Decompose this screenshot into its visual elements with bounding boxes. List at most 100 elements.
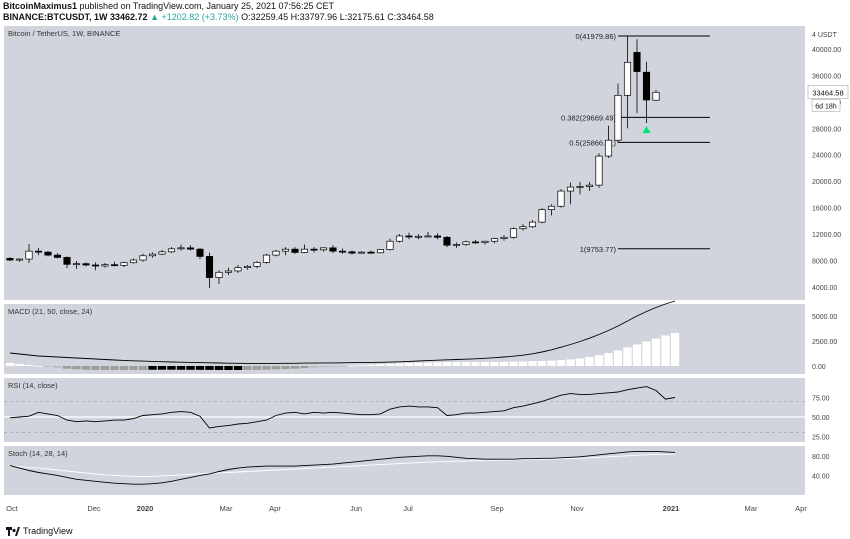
candle-body [15, 258, 24, 261]
candle [462, 240, 470, 246]
macd-histogram-bar [651, 338, 661, 366]
candle-body [566, 186, 575, 192]
last-price-label: 33464.58 [812, 88, 843, 97]
candle-body [272, 250, 280, 256]
macd-histogram-bar [15, 363, 24, 366]
candle [158, 249, 166, 256]
macd-histogram-bar [34, 365, 43, 367]
candle-body [614, 94, 622, 141]
candle [15, 258, 24, 262]
chart-area[interactable]: Bitcoin / TetherUS, 1W, BINANCE 4000.00 80… [0, 25, 850, 519]
candle [234, 265, 242, 273]
macd-histogram-bar [72, 366, 81, 370]
candle-body [110, 264, 119, 267]
macd-histogram-bar [262, 366, 271, 370]
candle-body [338, 250, 347, 253]
tradingview-brand: TradingView [23, 526, 73, 536]
candle-body [196, 248, 204, 257]
ohlc-open: O:32259.45 [241, 12, 289, 22]
macd-histogram-bar [461, 362, 471, 366]
macd-histogram-bar [167, 366, 176, 370]
candle [53, 253, 62, 259]
candle-body [120, 262, 128, 266]
candle [63, 256, 71, 269]
candle-body [395, 235, 404, 242]
candle-body [34, 250, 43, 253]
stoch-title: Stoch (14, 28, 14) [8, 449, 68, 458]
macd-histogram-bar [509, 361, 518, 366]
macd-histogram-bar [110, 366, 119, 370]
candle-body [519, 226, 527, 230]
candle [395, 233, 404, 243]
macd-histogram-bar [442, 362, 452, 366]
candle-body [82, 263, 90, 266]
chart-title: Bitcoin / TetherUS, 1W, BINANCE [8, 29, 120, 38]
macd-histogram-bar [176, 366, 186, 370]
y-tick-label: 36000.00 [812, 74, 841, 81]
candle [595, 153, 603, 188]
y-tick-label: 8000.00 [812, 258, 837, 265]
rsi-title: RSI (14, close) [8, 381, 58, 390]
candle [500, 235, 508, 241]
macd-histogram-bar [480, 362, 490, 366]
candle [623, 36, 632, 129]
candle-body [443, 236, 451, 246]
macd-histogram-bar [499, 361, 509, 366]
macd-histogram-bar [518, 361, 528, 366]
candle-body [433, 235, 442, 238]
macd-histogram-bar [328, 366, 338, 367]
candle [329, 245, 337, 254]
macd-histogram-bar [632, 344, 642, 366]
candle-body [500, 236, 508, 239]
macd-histogram-bar [613, 350, 623, 366]
candle [471, 239, 480, 244]
ohlc-close: C:33464.58 [387, 12, 434, 22]
candle-body [129, 259, 138, 264]
y-tick-label: 80.00 [812, 454, 830, 461]
stoch-d-line [9, 453, 676, 477]
macd-histogram-bar [347, 365, 357, 367]
candle-body [91, 264, 100, 267]
candle-body [367, 251, 375, 254]
macd-histogram-bar [528, 361, 537, 366]
ohlc-high: H:33797.96 [290, 12, 338, 22]
author-name[interactable]: BitcoinMaximus1 [3, 1, 78, 11]
candle-body [557, 190, 565, 207]
macd-histogram-bar [309, 366, 319, 368]
candle-body [158, 251, 166, 255]
last-price: 33462.72 [110, 12, 148, 22]
macd-histogram-bar [366, 364, 376, 366]
macd-title: MACD (21, 50, close, 24) [8, 307, 93, 316]
candle-body [452, 244, 461, 246]
macd-histogram-bar [53, 366, 62, 368]
candle-body [224, 270, 233, 273]
candle-body [604, 139, 613, 157]
x-tick-label: 2020 [137, 504, 154, 513]
y-tick-label: 2500.00 [812, 339, 837, 346]
currency-label: 4 USDT [812, 32, 838, 39]
candle [91, 262, 100, 271]
x-tick-label: Sep [490, 504, 503, 513]
macd-histogram-bar [357, 365, 366, 366]
x-tick-label: 2021 [663, 504, 680, 513]
price-change: ▲ +1202.82 (+3.73%) [150, 12, 239, 22]
tradingview-logo[interactable]: TradingView [6, 526, 73, 536]
candle [481, 240, 489, 245]
support-marker [642, 126, 651, 134]
x-tick-label: Oct [6, 504, 19, 513]
candle-body [414, 235, 423, 238]
candle [215, 270, 223, 285]
macd-histogram-bar [423, 362, 433, 366]
candle-body [262, 254, 271, 263]
candle [566, 182, 575, 205]
candle-body [291, 248, 299, 253]
macd-histogram-bar [490, 361, 499, 366]
fib-level-label: 0.382(29669.49) [561, 113, 617, 122]
countdown-label: 6d 18h [815, 103, 837, 110]
x-tick-label: Jun [350, 504, 362, 513]
candle-body [357, 251, 366, 254]
candle [72, 261, 81, 269]
candle-body [652, 91, 660, 101]
candle-body [215, 271, 223, 278]
candle [604, 125, 613, 159]
